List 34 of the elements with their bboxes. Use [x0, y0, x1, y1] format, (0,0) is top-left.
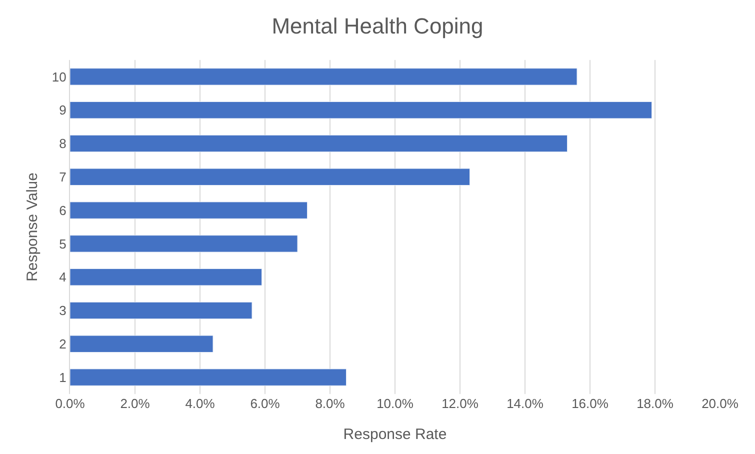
x-axis-title: Response Rate	[343, 426, 447, 443]
y-tick-label: 1	[59, 370, 66, 385]
y-axis-title: Response Value	[24, 172, 42, 282]
bar	[70, 102, 652, 119]
chart-title: Mental Health Coping	[272, 14, 484, 39]
y-tick-label: 9	[59, 102, 66, 118]
y-tick-label: 7	[59, 169, 66, 184]
bar	[70, 335, 214, 352]
bar	[70, 302, 252, 320]
x-tick-label: 14.0%	[506, 396, 544, 411]
x-tick-label: 4.0%	[185, 396, 216, 411]
y-tick-label: 4	[59, 270, 66, 285]
x-tick-label: 10.0%	[376, 396, 414, 411]
x-tick-label: 2.0%	[120, 396, 150, 411]
bar	[70, 368, 346, 386]
bar	[70, 168, 470, 186]
y-tick-label: 6	[59, 202, 66, 218]
x-tick-label: 20.0%	[702, 396, 739, 411]
x-tick-label: 18.0%	[636, 396, 674, 411]
x-tick-label: 0.0%	[55, 396, 86, 411]
y-tick-label: 2	[59, 336, 66, 352]
y-tick-label: 5	[59, 236, 66, 252]
y-tick-label: 3	[59, 303, 66, 318]
bar	[70, 235, 298, 252]
x-tick-label: 6.0%	[250, 396, 280, 411]
bar	[70, 268, 262, 286]
x-tick-label: 16.0%	[572, 396, 609, 411]
x-tick-label: 12.0%	[442, 396, 479, 411]
y-tick-label: 10	[52, 69, 66, 84]
bar	[70, 134, 568, 152]
bar	[70, 202, 308, 219]
y-tick-label: 8	[59, 136, 66, 152]
x-tick-label: 8.0%	[315, 396, 346, 411]
bar	[70, 68, 578, 86]
